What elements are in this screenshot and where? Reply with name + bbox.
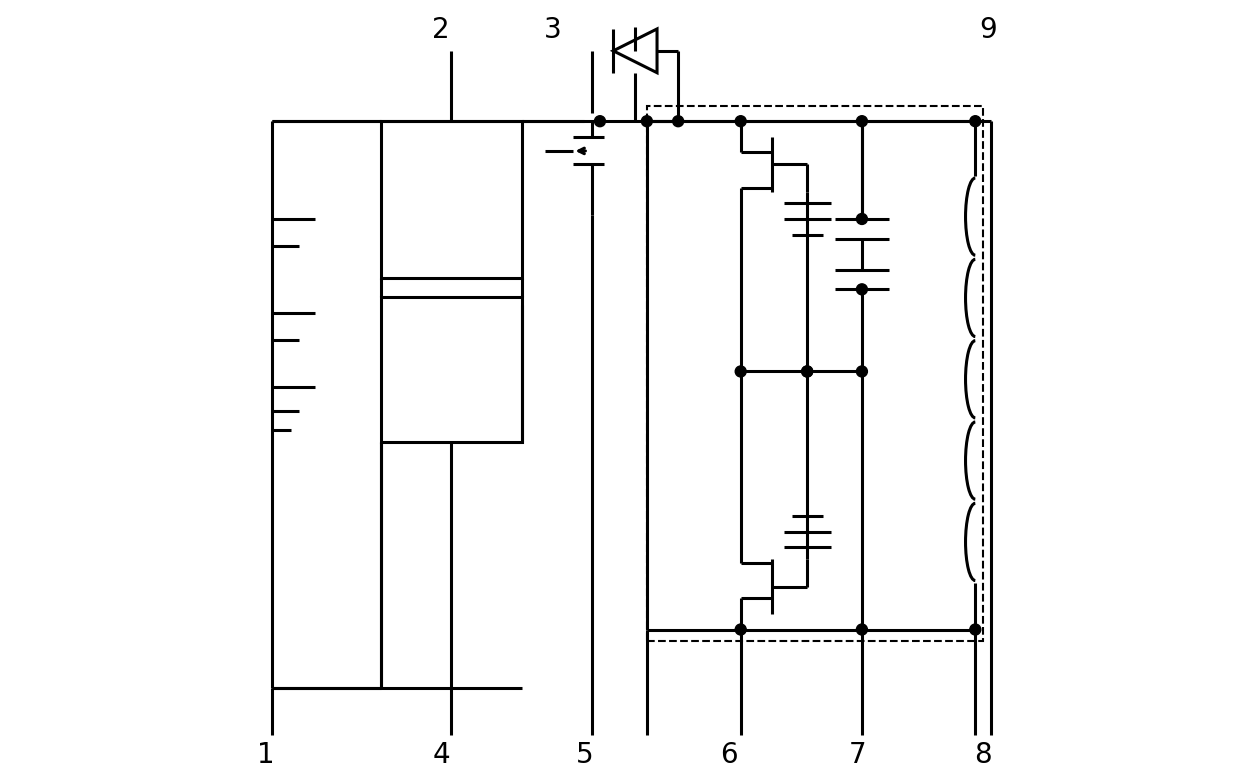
- Bar: [380, 121, 522, 278]
- Circle shape: [856, 284, 867, 295]
- Circle shape: [802, 366, 813, 377]
- Bar: [380, 297, 522, 442]
- Circle shape: [735, 624, 746, 635]
- Text: 7: 7: [849, 741, 867, 769]
- Circle shape: [856, 366, 867, 377]
- Text: 1: 1: [258, 741, 275, 769]
- Circle shape: [595, 116, 606, 127]
- Circle shape: [802, 366, 813, 377]
- Circle shape: [673, 116, 684, 127]
- Circle shape: [856, 624, 867, 635]
- Text: 9: 9: [980, 16, 997, 44]
- Circle shape: [735, 366, 746, 377]
- Circle shape: [642, 116, 653, 127]
- Text: 3: 3: [544, 16, 563, 44]
- Text: 8: 8: [974, 741, 992, 769]
- Circle shape: [970, 116, 981, 127]
- Text: 4: 4: [432, 741, 450, 769]
- Circle shape: [856, 116, 867, 127]
- Text: 2: 2: [432, 16, 450, 44]
- Text: 6: 6: [720, 741, 737, 769]
- Circle shape: [970, 624, 981, 635]
- Text: 5: 5: [575, 741, 593, 769]
- Circle shape: [735, 116, 746, 127]
- Circle shape: [856, 213, 867, 224]
- Bar: [647, 106, 983, 641]
